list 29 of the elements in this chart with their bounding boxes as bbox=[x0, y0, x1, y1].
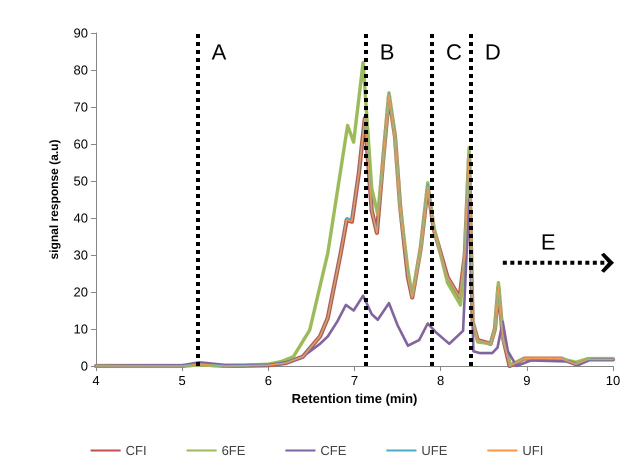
x-tick-label: 4 bbox=[92, 373, 100, 388]
y-tick-label: 50 bbox=[74, 174, 88, 188]
ref-line-label: D bbox=[484, 40, 501, 64]
ref-line-label: A bbox=[212, 40, 227, 64]
y-tick-label: 80 bbox=[74, 62, 88, 78]
x-tick-label: 9 bbox=[523, 373, 530, 388]
y-tick-label: 10 bbox=[74, 322, 88, 336]
y-axis-title: signal response (a.u) bbox=[47, 139, 61, 260]
ref-line-label: B bbox=[380, 40, 394, 64]
x-axis-title: Retention time (min) bbox=[292, 390, 418, 406]
y-tick-label: 70 bbox=[74, 100, 88, 114]
ref-line-label: C bbox=[446, 40, 462, 64]
legend-label: CFE bbox=[320, 443, 347, 458]
legend-label: UFI bbox=[522, 443, 544, 458]
annotation: E bbox=[540, 229, 556, 254]
y-tick-label: 20 bbox=[74, 284, 88, 300]
y-tick-label: 40 bbox=[74, 210, 88, 226]
x-tick-label: 5 bbox=[178, 373, 186, 388]
x-tick-label: 7 bbox=[350, 373, 358, 388]
y-tick-label: 0 bbox=[80, 358, 88, 374]
legend-label: CFI bbox=[126, 443, 147, 458]
y-tick-label: 90 bbox=[74, 26, 88, 40]
y-tick-label: 30 bbox=[74, 248, 88, 262]
x-tick-label: 8 bbox=[437, 373, 444, 388]
x-tick-label: 10 bbox=[606, 373, 620, 388]
x-tick-label: 6 bbox=[264, 373, 272, 388]
legend-label: UFE bbox=[421, 443, 448, 458]
legend-label: 6FE bbox=[222, 443, 246, 458]
y-tick-label: 60 bbox=[74, 136, 88, 152]
